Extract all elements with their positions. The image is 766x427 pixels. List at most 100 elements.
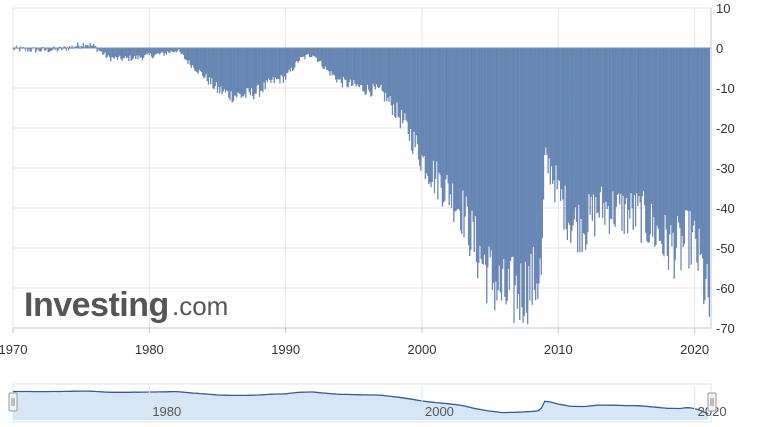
navigator-ticks: 198020002020 <box>148 386 727 420</box>
x-tick-label: 1980 <box>135 342 164 357</box>
bar <box>528 47 530 267</box>
bar <box>637 47 639 207</box>
bar <box>639 47 641 203</box>
bar <box>613 47 615 225</box>
bar <box>607 47 609 207</box>
bar <box>487 47 489 268</box>
bar <box>280 47 282 75</box>
bar <box>216 47 219 93</box>
bar <box>529 47 531 301</box>
bar <box>663 47 665 257</box>
bar <box>221 47 223 95</box>
navigator[interactable]: 198020002020 <box>8 383 727 423</box>
bar <box>111 47 113 58</box>
bar <box>363 47 365 92</box>
bar <box>380 47 382 85</box>
bar <box>190 47 192 68</box>
bar <box>703 47 705 305</box>
bar <box>367 47 370 90</box>
bar <box>590 47 592 197</box>
bar <box>206 47 208 82</box>
bar <box>403 47 405 121</box>
bar <box>370 47 372 97</box>
bar <box>646 47 648 242</box>
bar <box>175 47 178 53</box>
bar <box>240 47 242 98</box>
bar <box>356 47 358 85</box>
bar <box>524 47 526 262</box>
bar <box>116 47 119 61</box>
bar <box>196 47 198 73</box>
bar <box>552 47 554 184</box>
bar <box>636 47 638 194</box>
bar <box>395 47 397 119</box>
navigator-right-handle[interactable] <box>707 392 717 412</box>
bar <box>614 47 616 227</box>
bar <box>130 47 132 61</box>
bar <box>553 47 555 181</box>
bar <box>689 47 691 212</box>
bar <box>191 47 194 66</box>
bar <box>282 47 284 83</box>
bar <box>236 47 238 98</box>
bar <box>229 47 231 101</box>
bar <box>311 47 313 57</box>
bar <box>193 47 195 68</box>
bar <box>156 47 158 54</box>
bar <box>333 47 336 76</box>
bar <box>235 47 237 96</box>
bar <box>173 47 175 53</box>
bar <box>281 47 283 77</box>
y-tick-label: -70 <box>716 321 735 336</box>
bar <box>511 47 513 257</box>
bar <box>475 47 478 262</box>
bar <box>118 47 120 57</box>
bar <box>185 47 187 60</box>
bar <box>390 47 392 106</box>
bar <box>625 47 628 198</box>
bar <box>345 47 347 80</box>
bar <box>302 47 304 58</box>
navigator-left-handle[interactable] <box>8 392 18 412</box>
bar <box>357 47 359 87</box>
bar <box>641 47 643 197</box>
bar <box>678 47 680 223</box>
bar <box>27 47 29 52</box>
bar <box>300 47 303 58</box>
bar <box>561 47 563 190</box>
bar <box>203 47 205 79</box>
bar <box>294 47 296 68</box>
bar <box>597 47 599 213</box>
bar <box>595 47 597 198</box>
bar <box>519 47 521 320</box>
bar <box>471 47 473 211</box>
bar <box>600 47 603 187</box>
bar <box>129 47 131 56</box>
bar <box>132 47 135 59</box>
bar <box>254 47 256 94</box>
bar <box>402 47 404 124</box>
bar <box>194 47 196 71</box>
bar <box>220 47 222 87</box>
bar <box>39 47 41 52</box>
bar <box>155 47 157 54</box>
bar <box>587 47 589 233</box>
y-tick-label: 0 <box>716 41 723 56</box>
bar <box>138 47 140 56</box>
bar <box>557 47 559 180</box>
bar <box>448 47 450 206</box>
bar <box>96 47 98 52</box>
bar <box>628 47 630 211</box>
bar <box>645 47 647 233</box>
bar <box>435 47 437 179</box>
bar <box>346 47 348 87</box>
bar <box>224 47 227 93</box>
bar <box>608 47 611 234</box>
x-tick-label: 2000 <box>408 342 437 357</box>
bar <box>228 47 230 98</box>
bar <box>323 47 325 69</box>
y-tick-label: -30 <box>716 161 735 176</box>
bar <box>433 47 436 193</box>
bar <box>394 47 396 117</box>
bar <box>126 47 128 59</box>
